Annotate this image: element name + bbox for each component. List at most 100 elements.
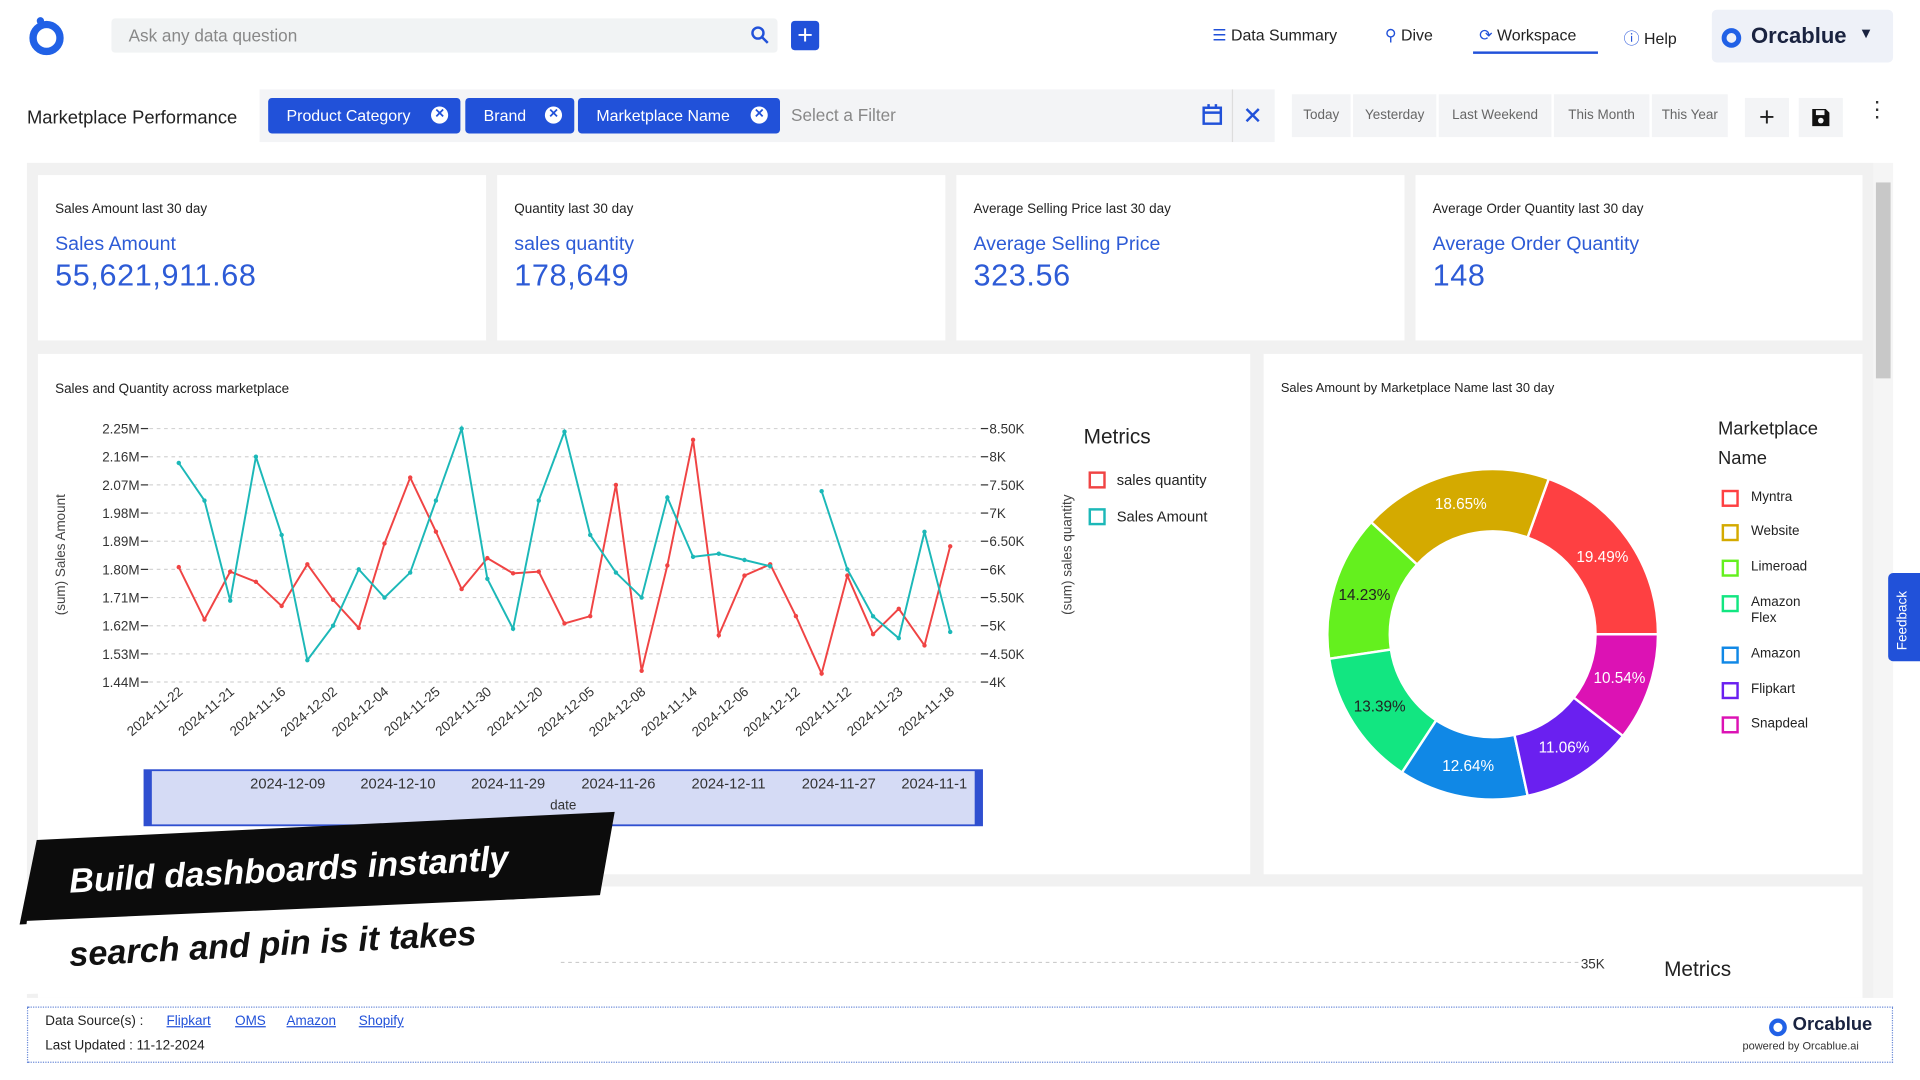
kpi-card (497, 175, 946, 341)
last-updated: Last Updated : 11-12-2024 (45, 1038, 205, 1054)
brand-button[interactable]: Orcablue ▼ (1711, 9, 1894, 63)
y2-tick-label: 7K (989, 506, 1005, 521)
source-link[interactable]: Flipkart (166, 1013, 211, 1029)
add-button[interactable]: + (791, 20, 820, 51)
slider-label: 2024-12-10 (360, 777, 435, 793)
kpi-title: Quantity last 30 day (514, 202, 634, 217)
legend-swatch (1721, 559, 1739, 577)
legend-swatch (1721, 595, 1739, 613)
legend-swatch (1721, 682, 1739, 700)
calendar-icon[interactable] (1201, 103, 1223, 127)
y-tick-label: 1.98M (102, 506, 139, 521)
data-point (202, 617, 207, 622)
brand-logo (1721, 28, 1742, 48)
sources-label: Data Source(s) : (45, 1013, 144, 1029)
data-point (536, 569, 541, 574)
source-link[interactable]: Shopify (358, 1013, 404, 1029)
date-button[interactable]: This Month (1553, 94, 1650, 138)
y2-tick-label: 5K (989, 619, 1005, 634)
logo (29, 17, 64, 56)
data-point (870, 631, 876, 637)
y-tick-label: 1.44M (102, 675, 139, 690)
slice-label: 10.54% (1594, 670, 1646, 687)
clear-icon[interactable] (1244, 107, 1261, 124)
legend-label: Snapdeal (1751, 716, 1808, 732)
filter-chip[interactable]: Product Category ✕ (268, 97, 461, 134)
data-point (665, 495, 670, 500)
y2-tick-label: 8.50K (989, 421, 1024, 436)
date-button[interactable]: Today (1291, 94, 1351, 138)
slider-label: 2024-12-11 (692, 777, 766, 793)
x-tick-label: 2024-11-12 (793, 684, 855, 739)
footer: Data Source(s) : Flipkart OMS Amazon Sho… (26, 1006, 1894, 1063)
legend-title: Metrics (1084, 425, 1151, 448)
y-axis-title: (sum) Sales Amount (53, 494, 68, 615)
legend-label: Sales Amount (1116, 508, 1208, 526)
slider-label: 2024-11-1 (901, 777, 967, 793)
x-tick-label: 2024-11-25 (381, 684, 443, 739)
nav-label: Help (1644, 29, 1677, 48)
chip-label: Brand (483, 106, 527, 125)
search-box[interactable]: Ask any data question (111, 18, 778, 53)
nav-label: Dive (1401, 25, 1433, 45)
data-point (433, 529, 439, 534)
filter-placeholder[interactable]: Select a Filter (791, 105, 896, 125)
slice-label: 11.06% (1539, 740, 1590, 757)
legend-swatch (1088, 471, 1106, 489)
data-point (948, 629, 953, 635)
x-tick-label: 2024-11-30 (433, 684, 495, 739)
slice-label: 12.64% (1442, 758, 1494, 775)
filter-chip[interactable]: Brand ✕ (465, 97, 575, 134)
date-button[interactable]: Yesterday (1353, 94, 1437, 138)
y2-tick-label: 8K (989, 450, 1005, 465)
data-point (768, 564, 773, 569)
data-point (716, 551, 721, 556)
data-point (408, 475, 413, 480)
source-link[interactable]: OMS (235, 1013, 266, 1029)
slider-label: 2024-11-26 (581, 777, 655, 793)
divider (1231, 89, 1234, 143)
slider-label: 2024-11-27 (802, 777, 876, 793)
slice-label: 14.23% (1339, 587, 1391, 604)
y-tick-label: 1.62M (102, 619, 139, 634)
nav-data-summary[interactable]: ☰ Data Summary (1212, 25, 1338, 45)
legend-label: Amazon (1751, 646, 1801, 662)
data-point (562, 621, 567, 626)
line-series (177, 439, 952, 677)
search-icon (751, 26, 769, 44)
data-point (382, 541, 387, 546)
data-point (845, 567, 850, 572)
kpi-card (956, 175, 1405, 341)
data-point (382, 595, 387, 600)
nav-workspace[interactable]: ⟳ Workspace (1479, 25, 1577, 45)
data-point (562, 429, 567, 434)
y-tick-label: 1.71M (102, 590, 139, 605)
kpi-card (37, 175, 487, 341)
slider-label: 2024-12-09 (250, 777, 325, 793)
y2-tick-label: 6K (989, 562, 1005, 577)
slice-label: 13.39% (1354, 698, 1406, 715)
data-point (690, 554, 696, 560)
add-widget-button[interactable]: + (1744, 97, 1789, 138)
date-button[interactable]: Last Weekend (1438, 94, 1552, 138)
save-button[interactable] (1798, 97, 1843, 138)
legend-label: Myntra (1751, 489, 1793, 505)
range-handle[interactable] (144, 770, 152, 826)
nav-help[interactable]: ⓘ Help (1623, 29, 1677, 48)
scrollbar[interactable] (1873, 162, 1894, 998)
feedback-tab[interactable]: Feedback (1888, 573, 1920, 662)
date-button[interactable]: This Year (1651, 94, 1728, 138)
data-point (948, 544, 953, 549)
kpi-value: 323.56 (973, 258, 1071, 293)
y-tick-label: 1.53M (102, 647, 139, 662)
data-point (202, 498, 207, 503)
source-link[interactable]: Amazon (286, 1013, 336, 1029)
data-point (330, 623, 336, 628)
data-point (613, 482, 619, 488)
nav-dive[interactable]: ⚲ Dive (1384, 25, 1433, 45)
range-handle[interactable] (974, 770, 983, 826)
filter-chip[interactable]: Marketplace Name ✕ (577, 97, 781, 134)
footer-logo (1769, 1018, 1787, 1037)
